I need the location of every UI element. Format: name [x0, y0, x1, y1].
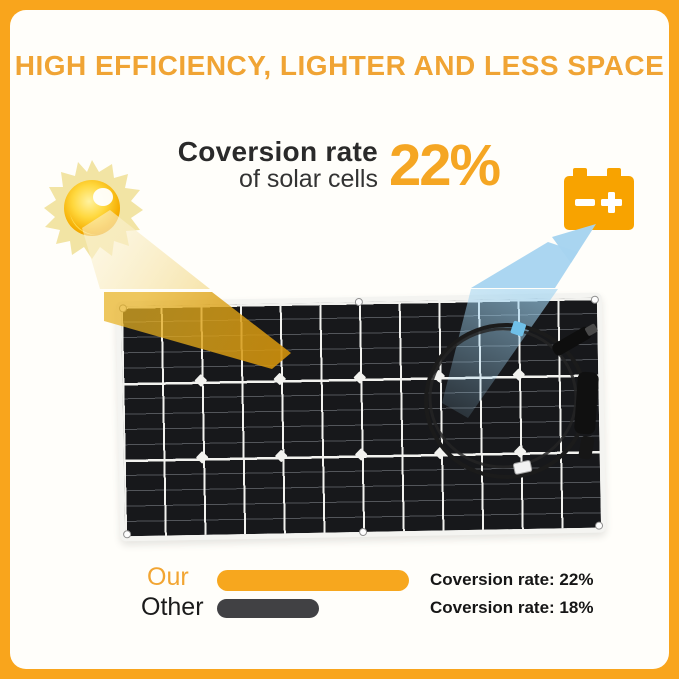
solar-panel-cells: [120, 297, 602, 537]
comparison-label-our: Our: [147, 563, 189, 591]
mounting-grommet: [123, 530, 132, 539]
conversion-rate-title: Coversion rate: [177, 136, 378, 167]
battery-icon: [564, 168, 634, 232]
comparison-bar-other: [217, 599, 319, 618]
image-frame-card: HIGH EFFICIENCY, LIGHTER AND LESS SPACE …: [10, 10, 669, 669]
comparison-label-other: Other: [141, 593, 204, 621]
mounting-grommet: [359, 527, 368, 537]
sun-icon: [44, 160, 144, 260]
comparison-note-our: Coversion rate: 22%: [430, 570, 594, 589]
conversion-rate-value: 22%: [389, 133, 501, 198]
comparison-note-other: Coversion rate: 18%: [430, 598, 594, 617]
mounting-grommet: [590, 295, 599, 304]
solar-panel: [115, 292, 607, 542]
mounting-grommet: [594, 521, 604, 530]
battery-minus-sign: [575, 199, 595, 206]
page-title: HIGH EFFICIENCY, LIGHTER AND LESS SPACE: [14, 50, 665, 81]
conversion-rate-subtitle: of solar cells: [239, 165, 378, 193]
comparison-bar-our: [217, 570, 409, 591]
